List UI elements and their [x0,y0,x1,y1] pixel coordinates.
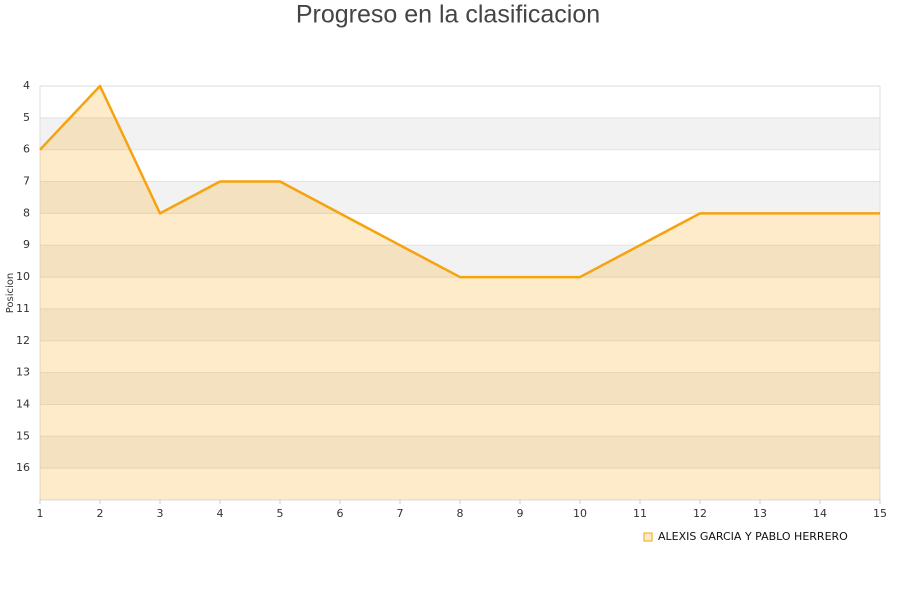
grid-band [40,245,880,278]
grid-band [40,308,880,341]
y-tick-label: 7 [23,175,30,188]
grid-band [40,86,880,118]
line [39,84,880,279]
legend-label: ALEXIS GARCIA Y PABLO HERRERO [658,530,848,543]
x-tick-label: 1 [37,507,44,520]
x-tick-label: 14 [813,507,827,520]
legend-marker [643,532,653,542]
x-tick-label: 8 [457,507,464,520]
x-tick-label: 12 [693,507,707,520]
x-tick-label: 6 [337,507,344,520]
x-tick-label: 13 [753,507,767,520]
y-tick-label: 16 [16,461,30,474]
y-tick-label: 5 [23,111,30,124]
y-tick-label: 15 [16,429,30,442]
grid-band [40,213,880,246]
grid-band [40,149,880,182]
y-tick-label: 13 [16,366,30,379]
x-tick-label: 9 [517,507,524,520]
x-tick-label: 2 [97,507,104,520]
x-tick-label: 11 [633,507,647,520]
grid-band [40,468,880,500]
y-tick-label: 12 [16,334,30,347]
y-tick-label: 11 [16,302,30,315]
x-tick-label: 7 [397,507,404,520]
grid-band [40,340,880,373]
y-tick-label: 8 [23,206,30,219]
chart-title: Progreso en la clasificacion [296,1,600,29]
x-tick-label: 15 [873,507,887,520]
grid-band [40,436,880,469]
grid-band [40,181,880,214]
x-tick-label: 4 [217,507,224,520]
grid-band [40,404,880,437]
area [40,86,880,500]
y-tick-label: 10 [16,270,30,283]
y-tick-label: 6 [23,143,30,156]
grid-band [40,372,880,405]
x-tick-label: 5 [277,507,284,520]
grid-band [40,277,880,309]
y-tick-label: 4 [23,79,30,92]
x-tick-label: 10 [573,507,587,520]
grid-band [40,117,880,150]
y-tick-label: 9 [23,238,30,251]
x-tick-label: 3 [157,507,164,520]
y-axis-label: Posicion [5,273,16,314]
y-tick-label: 14 [16,397,30,410]
